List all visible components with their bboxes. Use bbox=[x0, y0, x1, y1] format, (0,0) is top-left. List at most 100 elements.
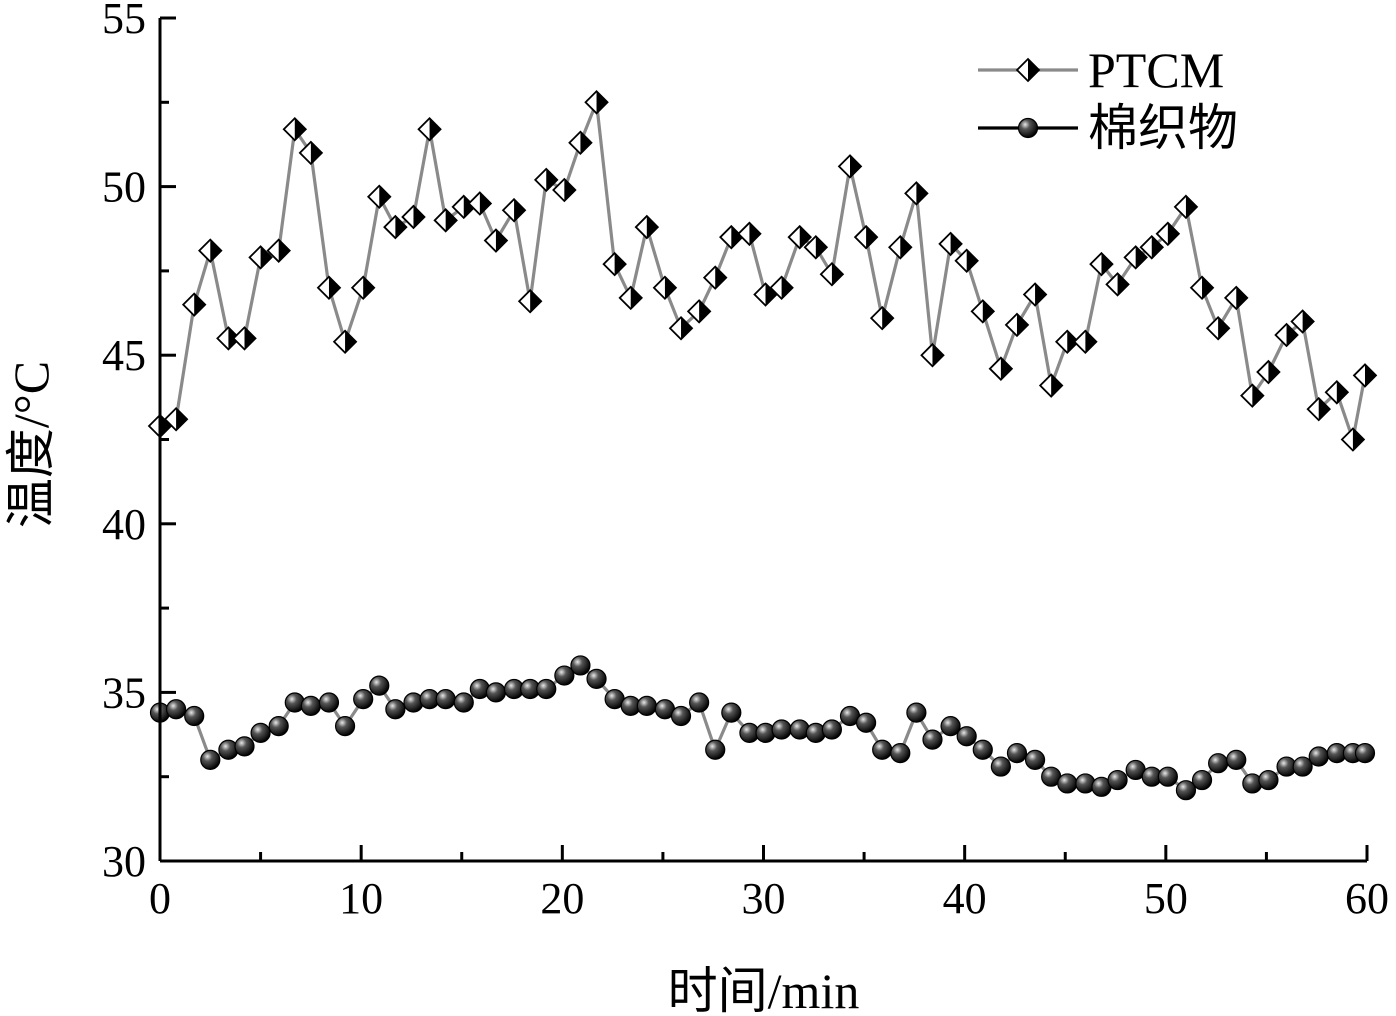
data-point bbox=[1157, 766, 1178, 787]
data-point bbox=[689, 692, 710, 713]
data-point bbox=[1024, 749, 1046, 770]
data-point bbox=[869, 305, 895, 331]
data-point bbox=[1089, 251, 1114, 277]
legend-label: PTCM bbox=[1088, 42, 1224, 98]
data-point bbox=[1352, 363, 1378, 388]
data-point bbox=[1155, 221, 1181, 247]
data-point bbox=[350, 275, 376, 301]
data-point bbox=[686, 299, 712, 324]
data-point bbox=[837, 154, 863, 179]
data-point bbox=[533, 167, 559, 193]
data-point bbox=[584, 90, 609, 115]
data-point bbox=[300, 695, 321, 716]
data-point bbox=[318, 692, 340, 713]
data-point bbox=[1054, 329, 1080, 354]
data-point bbox=[248, 245, 273, 270]
y-tick-label: 45 bbox=[102, 331, 146, 380]
data-point bbox=[1324, 380, 1350, 405]
data-point bbox=[200, 749, 221, 770]
data-point bbox=[353, 689, 374, 710]
data-point bbox=[769, 275, 794, 301]
data-point bbox=[1306, 396, 1331, 422]
data-point bbox=[904, 181, 929, 206]
data-point bbox=[618, 285, 644, 311]
data-point bbox=[334, 716, 356, 737]
data-point bbox=[433, 208, 458, 233]
data-point bbox=[1340, 427, 1366, 452]
data-point bbox=[435, 689, 456, 710]
y-tick-label: 55 bbox=[102, 0, 146, 43]
data-point bbox=[1223, 285, 1249, 311]
data-point bbox=[332, 329, 358, 354]
data-point bbox=[721, 702, 742, 723]
data-point bbox=[702, 265, 728, 290]
data-point bbox=[1292, 756, 1313, 777]
data-point bbox=[181, 292, 207, 317]
axes: 0 10 20 30 40 50 60 30 35 40 45 50 55 bbox=[102, 0, 1389, 923]
plot-series bbox=[147, 90, 1378, 801]
data-point bbox=[401, 204, 426, 230]
data-point bbox=[1006, 742, 1028, 764]
data-point bbox=[268, 716, 289, 737]
data-point bbox=[316, 275, 342, 301]
data-point bbox=[737, 221, 762, 247]
data-point bbox=[282, 117, 308, 142]
y-axis-title: 温度/°C bbox=[3, 361, 59, 528]
x-tick-label: 20 bbox=[540, 874, 584, 923]
data-point bbox=[970, 299, 996, 324]
data-point bbox=[1258, 769, 1279, 791]
legend-item-2: 棉织物 bbox=[978, 100, 1238, 156]
data-point bbox=[855, 712, 877, 733]
data-point bbox=[568, 130, 593, 156]
data-point bbox=[234, 736, 255, 757]
data-point bbox=[1308, 746, 1329, 767]
data-point bbox=[586, 668, 607, 690]
legend-label: 棉织物 bbox=[1088, 100, 1238, 156]
data-point bbox=[990, 756, 1011, 777]
data-point bbox=[920, 342, 945, 368]
legend-item-1: PTCM bbox=[978, 42, 1224, 98]
data-point bbox=[570, 655, 591, 676]
data-point bbox=[1354, 742, 1376, 764]
data-point bbox=[1004, 312, 1030, 338]
data-point bbox=[1107, 769, 1128, 791]
data-point bbox=[771, 719, 792, 740]
data-point bbox=[1123, 245, 1148, 270]
data-point bbox=[890, 742, 911, 764]
legend-marker bbox=[1017, 117, 1039, 139]
data-point bbox=[705, 739, 726, 760]
data-point bbox=[719, 224, 744, 250]
data-point bbox=[417, 117, 442, 142]
data-point bbox=[1205, 315, 1231, 341]
data-point bbox=[163, 406, 189, 432]
data-point bbox=[184, 705, 205, 727]
y-tick-label: 30 bbox=[102, 837, 146, 886]
data-point bbox=[385, 699, 406, 720]
data-point bbox=[1274, 322, 1299, 348]
data-point bbox=[483, 228, 509, 253]
data-point bbox=[803, 235, 829, 260]
x-tick-label: 0 bbox=[149, 874, 171, 923]
data-point bbox=[972, 739, 993, 760]
data-point bbox=[888, 235, 913, 260]
data-point bbox=[938, 231, 963, 257]
data-point bbox=[517, 288, 543, 314]
data-point bbox=[501, 197, 527, 223]
series-markers-1 bbox=[147, 90, 1378, 452]
data-point bbox=[652, 275, 678, 301]
data-point bbox=[819, 261, 845, 287]
data-point bbox=[1173, 194, 1199, 220]
data-point bbox=[1105, 272, 1130, 297]
data-point bbox=[1226, 749, 1247, 770]
data-point bbox=[1022, 282, 1048, 307]
data-point bbox=[366, 184, 392, 209]
x-tick-label: 30 bbox=[742, 874, 786, 923]
x-tick-label: 40 bbox=[943, 874, 987, 923]
data-point bbox=[552, 177, 577, 203]
data-point bbox=[1191, 769, 1213, 791]
data-point bbox=[670, 705, 692, 727]
data-point bbox=[940, 716, 961, 737]
x-axis-title: 时间/min bbox=[668, 963, 860, 1016]
data-point bbox=[988, 356, 1014, 381]
